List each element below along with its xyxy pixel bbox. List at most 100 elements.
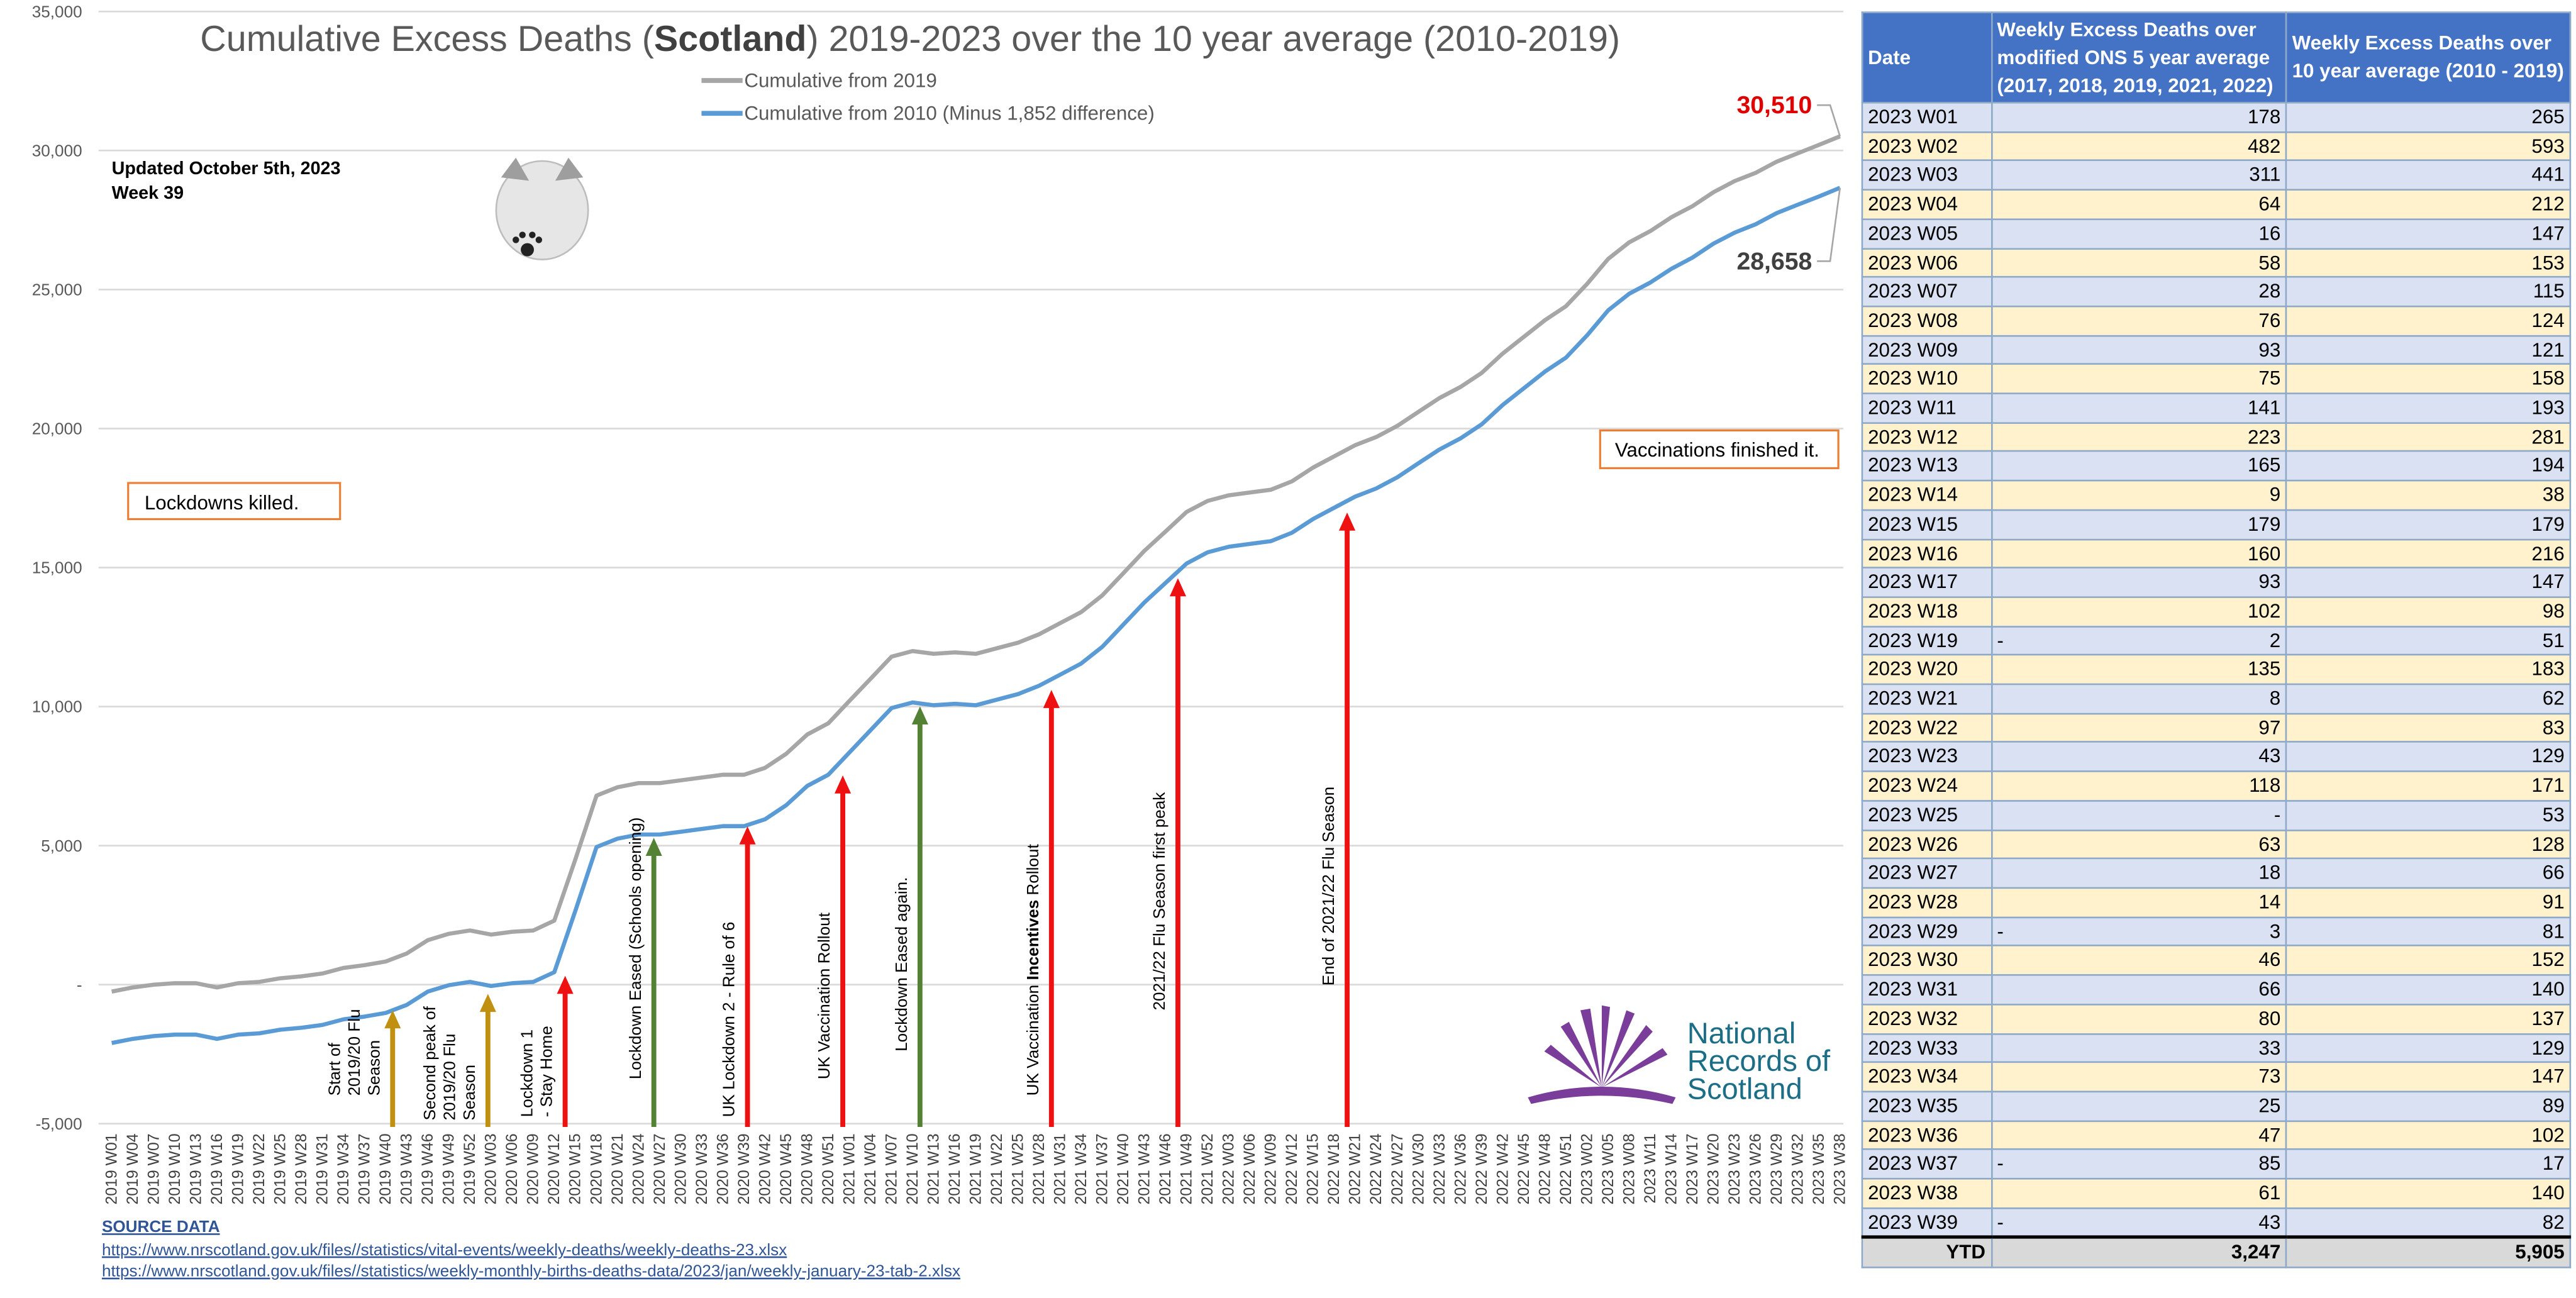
x-tick-label: 2023 W20: [1705, 1133, 1722, 1204]
x-tick-label: 2020 W06: [504, 1133, 521, 1204]
cell: 183: [2285, 654, 2572, 685]
cell: 2023 W27: [1861, 858, 1992, 889]
arrow-head: [911, 706, 928, 724]
table-row: 2023 W22 97 83: [1861, 713, 2572, 743]
x-tick-label: 2019 W46: [419, 1133, 436, 1204]
cell: 14: [1990, 887, 2287, 918]
cell: 2023 W07: [1861, 276, 1992, 308]
cell: 178: [1990, 101, 2287, 133]
cell: 2023 W08: [1861, 305, 1992, 336]
x-tick-label: 2020 W03: [483, 1133, 500, 1204]
cell: 83: [2285, 713, 2572, 743]
table-row: 2023 W03 311 441: [1861, 160, 2572, 191]
table-row: 2023 W04 64 212: [1861, 189, 2572, 220]
cell: 2023 W36: [1861, 1119, 1992, 1151]
x-tick-label: 2020 W39: [736, 1133, 753, 1204]
cell: 3,247: [1990, 1236, 2287, 1268]
arrow-label-part: 2021/22 Flu Season first peak: [1150, 792, 1169, 1011]
cell: 482: [1990, 131, 2287, 162]
cell: 216: [2285, 538, 2572, 569]
x-tick-label: 2021 W13: [925, 1133, 942, 1204]
cell: 58: [1990, 247, 2287, 279]
header-row: Date Weekly Excess Deaths over modified O…: [1861, 11, 2572, 104]
x-tick-label: 2023 W11: [1642, 1133, 1659, 1203]
cell: 2023 W37: [1861, 1148, 1992, 1180]
cell: 76: [1990, 305, 2287, 336]
y-tick-label: 35,000: [32, 2, 82, 21]
arrow-head: [384, 1010, 401, 1029]
x-tick-label: 2022 W39: [1474, 1133, 1491, 1204]
cell: 98: [2285, 596, 2572, 627]
cell: 33: [1990, 1032, 2287, 1063]
arrow-label-part: Season: [460, 1065, 479, 1121]
cell: 153: [2285, 247, 2572, 279]
cell: 43: [1990, 741, 2287, 773]
cell: 66: [1990, 974, 2287, 1006]
cell-value: -2: [1997, 627, 2280, 655]
arrow-head: [1043, 690, 1060, 708]
cell: 140: [2285, 974, 2572, 1006]
arrow-head: [1169, 578, 1187, 597]
cell: 179: [2285, 509, 2572, 540]
cell: 2023 W20: [1861, 654, 1992, 685]
series-line: [111, 186, 1841, 1045]
note-box: [1599, 429, 1840, 470]
x-tick-label: 2022 W48: [1536, 1133, 1553, 1204]
cell: 193: [2285, 392, 2572, 424]
arrow-label: Lockdown Eased again.: [892, 877, 911, 1051]
x-tick-label: 2020 W30: [672, 1133, 689, 1204]
cell: -: [1990, 799, 2287, 831]
cell: 2023 W21: [1861, 683, 1992, 714]
table-row: 2023 W09 93 121: [1861, 334, 2572, 365]
cell: 81: [2285, 916, 2572, 947]
x-tick-label: 2021 W40: [1115, 1133, 1132, 1204]
arrow-label: 2019/20 Flu: [345, 1009, 364, 1096]
cell: -3: [1990, 916, 2287, 947]
table-row: 2023 W18 102 98: [1861, 596, 2572, 627]
table-row: 2023 W35 25 89: [1861, 1090, 2572, 1122]
x-tick-label: 2020 W33: [694, 1133, 711, 1204]
x-tick-label: 2020 W09: [525, 1133, 542, 1204]
x-tick-label: 2019 W52: [462, 1133, 479, 1204]
cell: 118: [1990, 770, 2287, 802]
source-link[interactable]: https://www.nrscotland.gov.uk/files//sta…: [102, 1240, 787, 1259]
arrow-head: [557, 975, 574, 994]
arrow-label: UK Vaccination Incentives Rollout: [1023, 844, 1042, 1096]
cell: 158: [2285, 363, 2572, 394]
cell: 2023 W35: [1861, 1090, 1992, 1122]
cell: 141: [1990, 392, 2287, 424]
arrow-head: [645, 838, 662, 856]
cell: 212: [2285, 189, 2572, 220]
logo-text: Scotland: [1687, 1072, 1802, 1106]
cell: 73: [1990, 1062, 2287, 1092]
table-row: 2023 W11 141 193: [1861, 392, 2572, 424]
table-row: 2023 W39- 43 82: [1861, 1207, 2572, 1239]
arrow-head: [1338, 513, 1356, 531]
leader-line: [1817, 104, 1841, 137]
table-row: 2023 W13 165 194: [1861, 450, 2572, 482]
cell: 5,905: [2285, 1236, 2572, 1268]
cell: 2023 W23: [1861, 741, 1992, 773]
cell: 2023 W39: [1861, 1207, 1992, 1239]
x-tick-label: 2023 W14: [1663, 1133, 1680, 1204]
title-part: Scotland: [654, 19, 807, 59]
cell: 75: [1990, 363, 2287, 394]
note-box: [127, 482, 341, 521]
cell: 2023 W01: [1861, 101, 1992, 133]
x-tick-label: 2019 W19: [230, 1133, 247, 1204]
column-header: Weekly Excess Deaths over 10 year averag…: [2285, 11, 2572, 104]
cell: 38: [2285, 480, 2572, 511]
arrow-label: Start of: [325, 1042, 344, 1096]
source-link[interactable]: https://www.nrscotland.gov.uk/files//sta…: [102, 1262, 960, 1280]
cell: 115: [2285, 276, 2572, 308]
x-tick-label: 2020 W12: [546, 1133, 563, 1204]
arrow-label: Lockdown 1: [517, 1029, 536, 1117]
y-tick-label: 15,000: [32, 558, 82, 577]
x-tick-label: 2019 W37: [357, 1133, 374, 1204]
cell-part: -: [1997, 1151, 2004, 1175]
cell: 2023 W14: [1861, 480, 1992, 511]
cell: 2023 W34: [1861, 1062, 1992, 1092]
x-tick-label: 2022 W33: [1431, 1133, 1448, 1204]
